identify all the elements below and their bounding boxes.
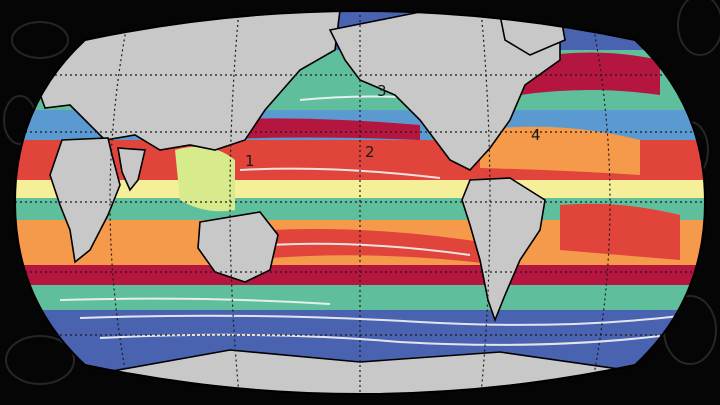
land-africa: [49, 137, 121, 264]
land-south-america: [461, 177, 546, 323]
province-indonesia-lime: [175, 146, 235, 212]
region-label-4: 4: [531, 126, 541, 144]
land-india: [117, 147, 146, 192]
region-label-2: 2: [365, 143, 375, 161]
globe-outline: [13, 10, 707, 395]
region-labels: 1 2 3 4: [245, 82, 541, 170]
province-atlantic-orange: [480, 126, 640, 175]
province-south-atlantic-red: [560, 203, 680, 260]
region-label-1: 1: [245, 152, 255, 170]
province-north-pacific-crimson: [210, 118, 420, 140]
region-label-3: 3: [377, 82, 387, 100]
land-australia: [197, 211, 279, 283]
land-eurasia: [34, 11, 341, 151]
